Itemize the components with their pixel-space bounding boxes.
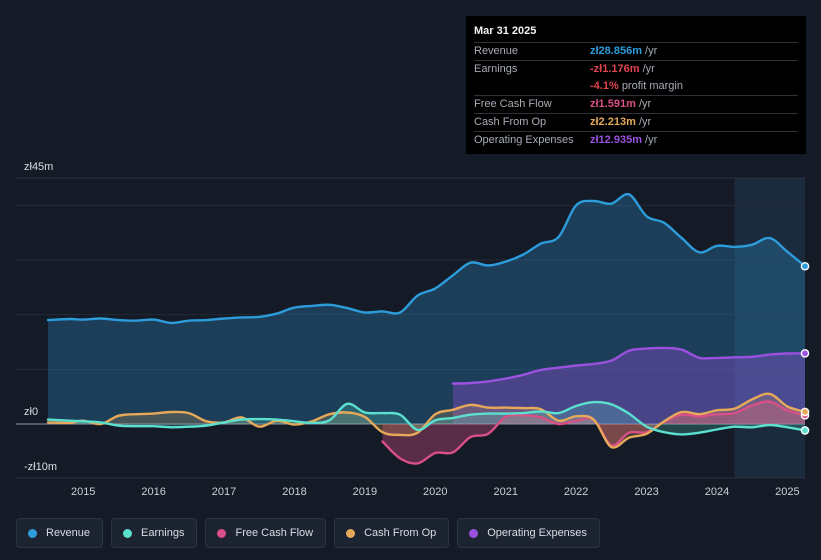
x-tick-label: 2024 xyxy=(705,486,729,498)
y-axis-label-bottom: -zł10m xyxy=(24,461,57,473)
series-line-cash-from-op xyxy=(46,392,807,449)
tooltip-row-revenue: Revenue zł28.856m /yr xyxy=(474,42,798,60)
legend-item-revenue[interactable]: Revenue xyxy=(16,518,104,548)
series-area-operating-expenses xyxy=(452,347,805,424)
x-tick-label: 2015 xyxy=(71,486,95,498)
legend-dot-icon xyxy=(123,528,133,538)
x-tick-label: 2021 xyxy=(493,486,517,498)
legend-dot-icon xyxy=(346,528,356,538)
legend-dot-icon xyxy=(469,528,479,538)
legend-item-operating-expenses[interactable]: Operating Expenses xyxy=(457,518,600,548)
tooltip-unit: profit margin xyxy=(621,80,683,92)
tooltip-value: zł1.591m xyxy=(590,98,636,110)
tooltip-value: -4.1% xyxy=(590,80,619,92)
tooltip-value: -zł1.176m xyxy=(590,63,640,75)
legend-label: Operating Expenses xyxy=(487,527,587,539)
tooltip-value: zł28.856m xyxy=(590,45,642,57)
x-tick-label: 2016 xyxy=(141,486,165,498)
tooltip-unit: /yr xyxy=(645,45,658,57)
series-line-earnings xyxy=(46,400,807,436)
legend-label: Cash From Op xyxy=(364,527,437,539)
tooltip-key xyxy=(474,78,590,95)
y-axis-label-zero: zł0 xyxy=(24,406,38,418)
series-line-operating-expenses xyxy=(451,346,807,385)
tooltip-unit: /yr xyxy=(642,63,655,75)
financial-chart: zł45m zł0 -zł10m 2015 2016 2017 2018 2019 202… xyxy=(16,161,810,498)
legend-item-free-cash-flow[interactable]: Free Cash Flow xyxy=(205,518,327,548)
tooltip-row-operating-expenses: Operating Expenses zł12.935m /yr xyxy=(474,131,798,149)
tooltip-panel: Mar 31 2025 Revenue zł28.856m /yr Earnin… xyxy=(466,16,806,154)
tooltip-value: zł2.213m xyxy=(590,116,636,128)
x-tick-label: 2023 xyxy=(634,486,658,498)
series-area-earnings xyxy=(48,402,805,435)
x-tick-label: 2022 xyxy=(564,486,588,498)
series-end-marker-revenue xyxy=(800,261,810,271)
series-line-revenue xyxy=(46,192,807,325)
tooltip-value: zł12.935m xyxy=(590,134,642,146)
tooltip-row-earnings: Earnings -zł1.176m /yr xyxy=(474,60,798,78)
series-end-marker-cash-from-op xyxy=(800,407,810,417)
legend-label: Free Cash Flow xyxy=(235,527,314,539)
x-tick-label: 2020 xyxy=(423,486,447,498)
tooltip-key: Earnings xyxy=(474,63,518,75)
tooltip-key: Revenue xyxy=(474,45,519,57)
legend-item-cash-from-op[interactable]: Cash From Op xyxy=(334,518,450,548)
tooltip-key: Operating Expenses xyxy=(474,134,574,146)
legend-item-earnings[interactable]: Earnings xyxy=(111,518,198,548)
tooltip-unit: /yr xyxy=(645,134,658,146)
tooltip-unit: /yr xyxy=(638,116,652,128)
x-tick-label: 2018 xyxy=(282,486,306,498)
tooltip-unit: /yr xyxy=(638,98,652,110)
tooltip-row-cash-from-op: Cash From Op zł2.213m /yr xyxy=(474,113,798,131)
x-tick-label: 2017 xyxy=(212,486,236,498)
legend-label: Earnings xyxy=(141,527,185,539)
series-area-cash-from-op xyxy=(48,393,805,448)
tooltip-row-free-cash-flow: Free Cash Flow zł1.591m /yr xyxy=(474,95,798,113)
series-end-marker-operating-expenses xyxy=(800,348,810,358)
tooltip-date: Mar 31 2025 xyxy=(474,25,537,37)
plot-background xyxy=(16,178,805,478)
series-end-marker-earnings xyxy=(800,426,810,435)
tooltip-key: Free Cash Flow xyxy=(474,98,552,110)
x-tick-label: 2019 xyxy=(353,486,377,498)
tooltip-row-profit-margin: -4.1% profit margin xyxy=(474,78,798,95)
y-axis-label-top: zł45m xyxy=(24,161,53,173)
x-tick-label: 2025 xyxy=(775,486,799,498)
chart-legend: Revenue Earnings Free Cash Flow Cash Fro… xyxy=(16,518,600,550)
legend-dot-icon xyxy=(217,528,227,538)
tooltip-key: Cash From Op xyxy=(474,116,547,128)
series-area-revenue xyxy=(48,194,805,424)
legend-dot-icon xyxy=(28,528,37,538)
legend-label: Revenue xyxy=(46,527,91,539)
